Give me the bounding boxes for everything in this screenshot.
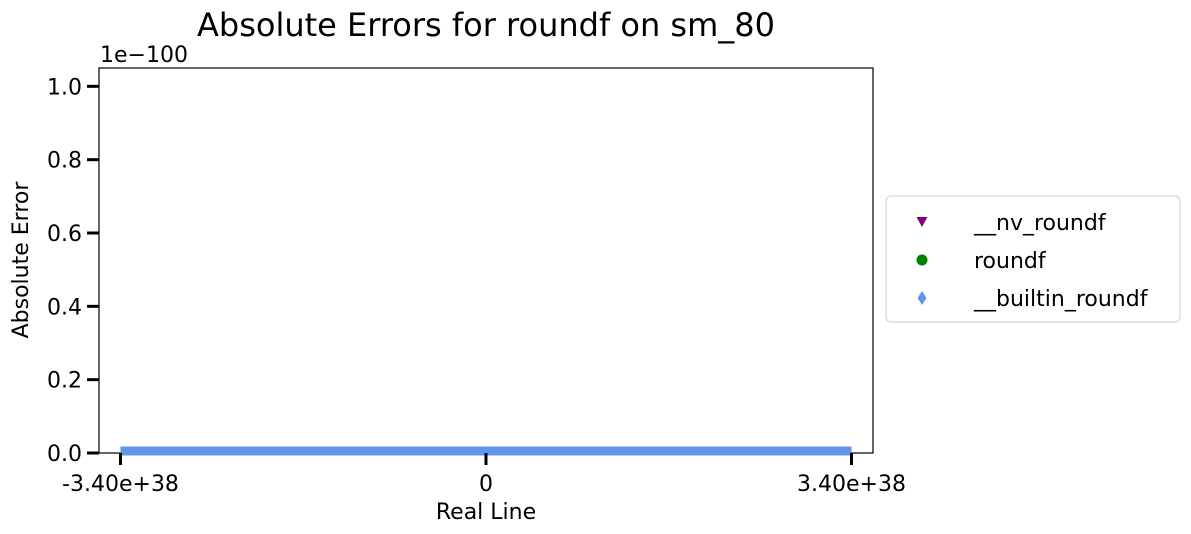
y-tick-label: 0.8 (47, 149, 82, 174)
x-tick-label: -3.40e+38 (62, 472, 179, 497)
y-axis-label: Absolute Error (9, 181, 34, 339)
legend-marker-circle-icon (916, 254, 928, 266)
legend-marker-triangle-icon (916, 217, 928, 227)
y-tick-label: 0.4 (47, 295, 82, 320)
y-tick-label: 1.0 (47, 75, 82, 100)
legend-label: __builtin_roundf (973, 287, 1149, 312)
x-tick-label: 0 (479, 472, 493, 497)
y-tick-label: 0.2 (47, 369, 82, 394)
y-offset-label: 1e−100 (100, 43, 188, 68)
legend-label: __nv_roundf (973, 211, 1107, 236)
x-axis: -3.40e+38 0 3.40e+38 (62, 453, 906, 497)
legend-box (885, 195, 1181, 323)
legend-label: roundf (974, 249, 1047, 274)
legend-marker-diamond-icon (917, 291, 927, 305)
chart-title: Absolute Errors for roundf on sm_80 (197, 6, 775, 44)
y-tick-label: 0.0 (47, 442, 82, 467)
y-tick-label: 0.6 (47, 222, 82, 247)
plot-area (98, 67, 874, 454)
x-tick-label: 3.40e+38 (797, 472, 906, 497)
y-axis: 0.0 0.2 0.4 0.6 0.8 1.0 (47, 75, 99, 467)
x-axis-label: Real Line (436, 500, 536, 525)
